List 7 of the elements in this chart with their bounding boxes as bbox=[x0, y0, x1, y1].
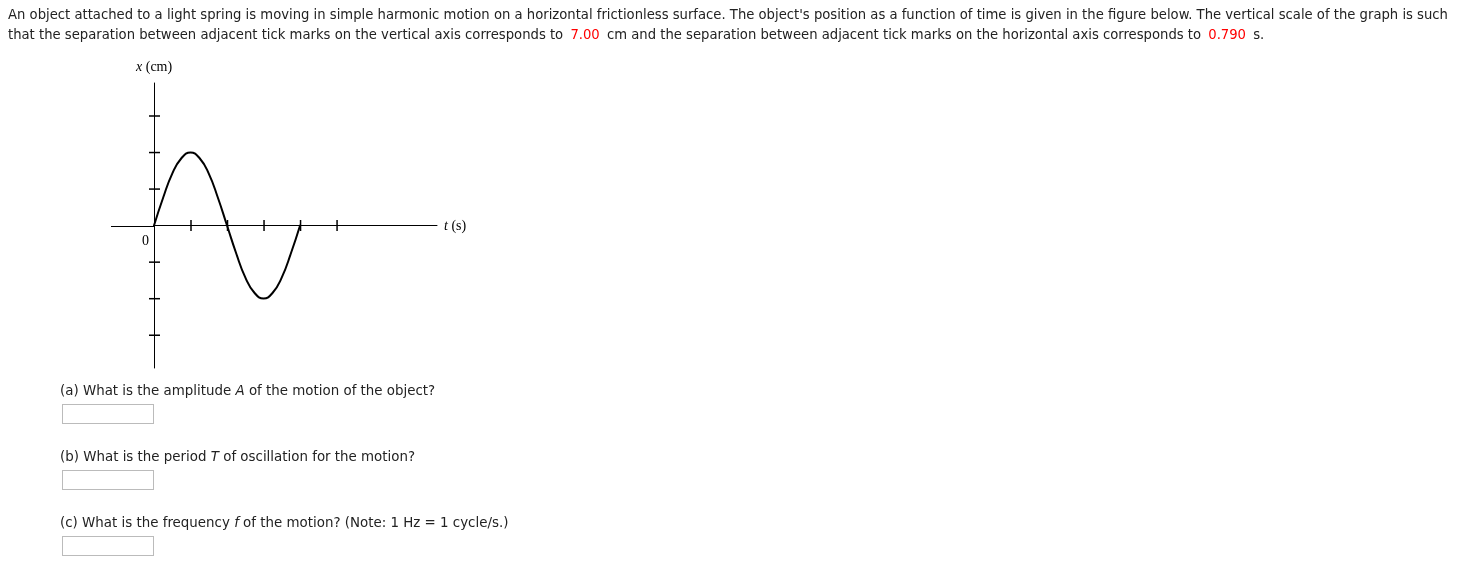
text: (c) What is the frequency f of the motion? (Note: 1 Hz = 1 cycle/s.) bbox=[60, 514, 509, 532]
text: (b) What is the period T of oscillation for the motion? bbox=[60, 448, 417, 466]
x-axis-title: t (s) bbox=[444, 218, 467, 234]
text: (a) What is the amplitude A of the motion of the object? bbox=[60, 382, 437, 400]
text: 0 bbox=[142, 232, 149, 249]
text: x (cm) bbox=[136, 59, 173, 75]
text: An object attached to a light spring is moving in simple harmonic motion on a horizontal frictionless surface. The object's position as a function of time is given in the figure below. The vertical scale of the graph is such that the separation between adjacent tick marks on the vertical axis corresponds to 7.00 cm and the separation between adjacent tick marks on the horizontal axis corresponds to 0.790 s. bbox=[8, 7, 1448, 42]
